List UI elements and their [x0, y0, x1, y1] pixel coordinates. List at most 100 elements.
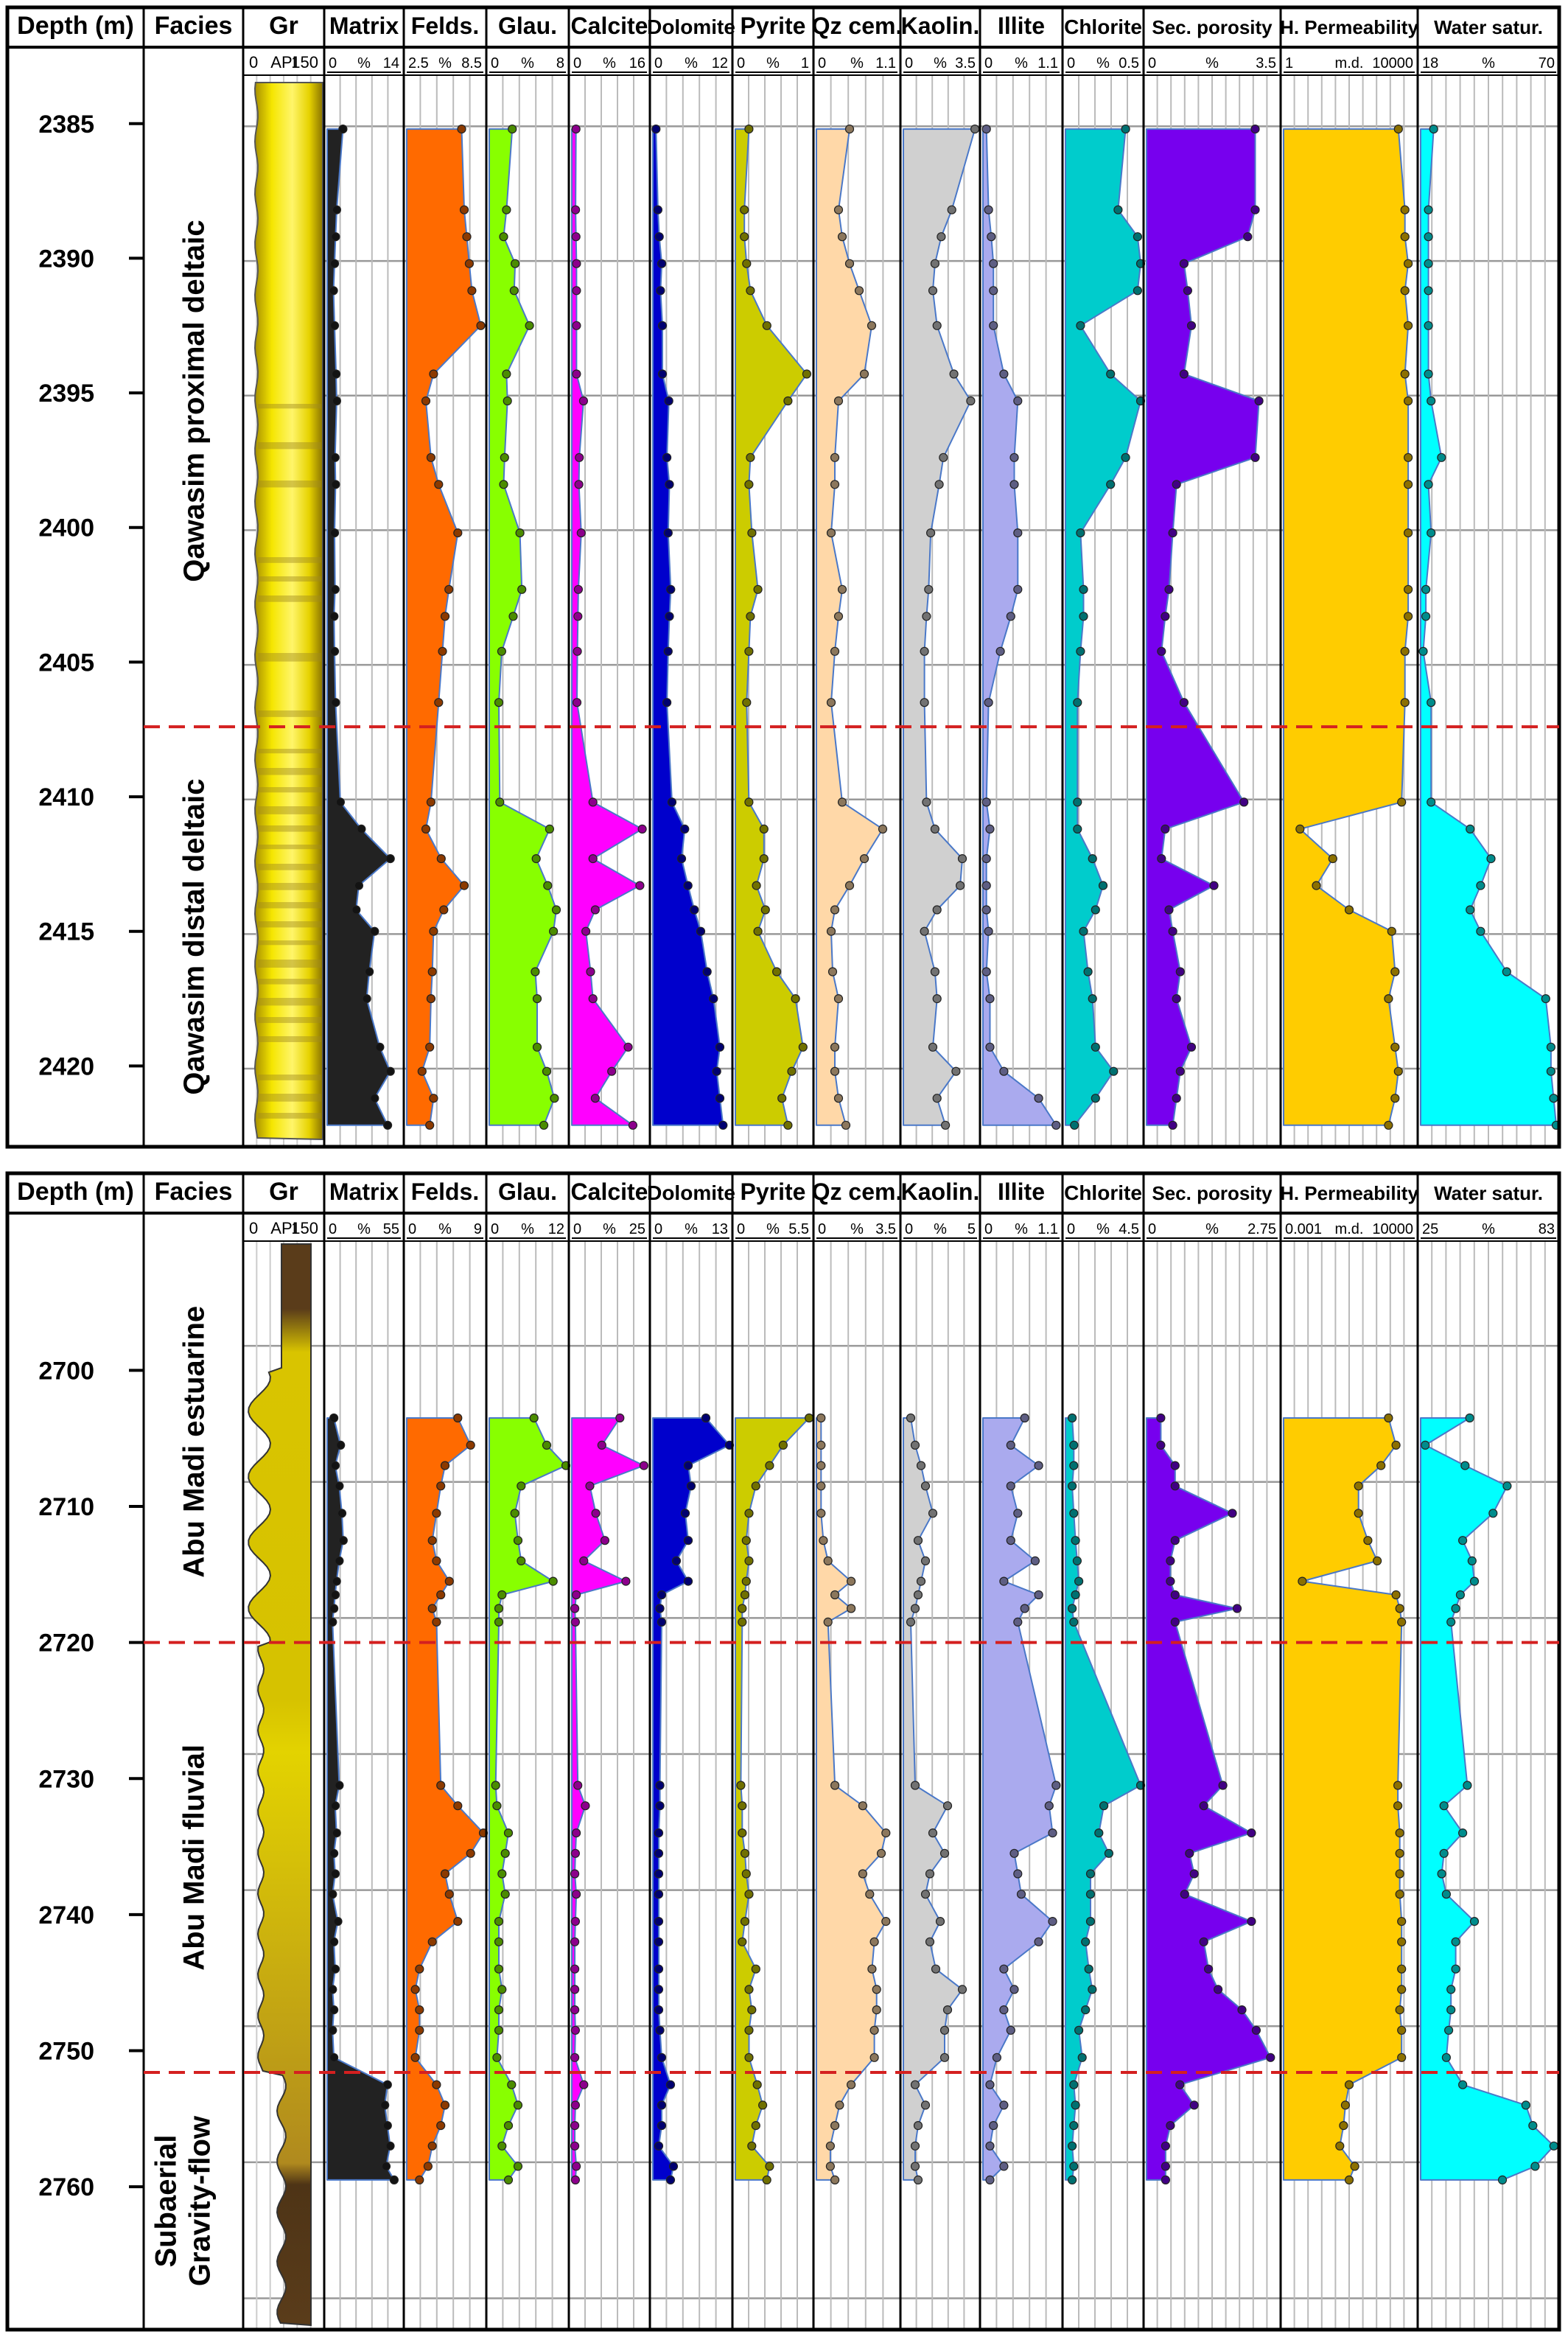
data-point: [1052, 1781, 1060, 1789]
data-point: [411, 1985, 419, 1994]
track-scale-unit: %: [521, 55, 534, 71]
data-point: [817, 1461, 825, 1470]
data-point: [1404, 453, 1413, 461]
data-point: [1385, 1414, 1393, 1422]
gr-track-header: Gr: [269, 1178, 298, 1206]
data-point: [925, 585, 933, 593]
data-point: [332, 699, 340, 707]
data-point: [933, 1094, 941, 1103]
data-point: [1396, 1604, 1404, 1613]
data-point: [1387, 927, 1396, 935]
data-point: [1219, 1781, 1227, 1789]
data-point: [390, 2176, 398, 2184]
data-point: [581, 1802, 589, 1810]
data-point: [428, 1938, 436, 1946]
track-scale-unit: %: [357, 1221, 371, 1237]
data-point: [846, 259, 854, 268]
data-point: [586, 1482, 594, 1490]
data-point: [1077, 647, 1085, 655]
data-point: [990, 287, 998, 295]
data-point: [766, 2162, 774, 2170]
data-point: [1487, 855, 1495, 863]
data-point: [1166, 1557, 1175, 1565]
data-point: [438, 647, 447, 655]
data-point: [1351, 2162, 1359, 2170]
data-point: [817, 1482, 825, 1490]
data-point: [941, 2026, 949, 2034]
data-point: [1133, 287, 1141, 295]
data-point: [1424, 206, 1432, 214]
data-point: [1466, 906, 1474, 914]
data-point: [685, 1577, 693, 1585]
data-point: [1466, 825, 1474, 833]
data-point: [763, 321, 771, 329]
data-point: [331, 1461, 339, 1470]
data-point: [500, 233, 508, 241]
data-point: [923, 612, 931, 621]
data-point: [329, 2026, 337, 2034]
track-header: Felds.: [411, 13, 479, 39]
data-point: [437, 855, 445, 863]
data-point: [573, 1591, 581, 1599]
data-point: [937, 1918, 945, 1926]
data-point: [330, 1938, 338, 1946]
data-point: [454, 1802, 462, 1810]
data-point: [589, 995, 597, 1003]
data-point: [433, 2081, 441, 2089]
data-point: [440, 906, 448, 914]
data-point: [1471, 1918, 1479, 1926]
data-point: [571, 1938, 579, 1946]
data-point: [1079, 585, 1088, 593]
data-point: [441, 1870, 449, 1878]
track-scale-unit: %: [1482, 55, 1495, 71]
data-point: [984, 206, 993, 214]
track-scale-max: 25: [629, 1221, 645, 1237]
data-point: [1329, 855, 1337, 863]
data-point: [1082, 2006, 1090, 2014]
track-scale-unit: %: [1096, 1221, 1110, 1237]
data-point: [1452, 1965, 1460, 1973]
data-point: [1255, 397, 1263, 405]
data-point: [416, 2006, 424, 2014]
data-point: [737, 1781, 745, 1789]
data-point: [745, 1890, 753, 1898]
data-point: [517, 1482, 525, 1490]
track-header: Qz cem.: [812, 13, 903, 39]
data-point: [986, 2081, 994, 2089]
data-point: [463, 233, 471, 241]
data-point: [573, 1829, 581, 1837]
facies-label: Abu Madi estuarine: [178, 1306, 211, 1578]
track-header: Matrix: [329, 1178, 399, 1205]
data-point: [1238, 2006, 1246, 2014]
data-point: [1251, 206, 1259, 214]
data-point: [332, 206, 340, 214]
data-point: [745, 2026, 753, 2034]
data-point: [514, 2162, 522, 2170]
data-point: [986, 995, 994, 1003]
data-point: [1456, 1591, 1464, 1599]
data-point: [1394, 1067, 1402, 1075]
data-point: [665, 481, 673, 489]
data-point: [658, 2122, 666, 2130]
data-point: [1401, 699, 1409, 707]
track-header: Pyrite: [741, 13, 806, 39]
track-scale-unit: %: [521, 1221, 534, 1237]
data-point: [1007, 1482, 1015, 1490]
data-point: [1180, 699, 1188, 707]
data-point: [1205, 1965, 1213, 1973]
data-point: [911, 1441, 920, 1449]
data-point: [944, 2006, 952, 2014]
data-point: [503, 370, 511, 378]
track-scale-unit: m.d.: [1335, 55, 1364, 71]
data-point: [745, 1985, 753, 1994]
track-header: Chlorite: [1064, 15, 1142, 38]
data-point: [1035, 1938, 1043, 1946]
data-point: [982, 906, 990, 914]
data-point: [654, 206, 662, 214]
data-point: [636, 881, 644, 890]
data-point: [540, 1121, 548, 1129]
data-point: [1200, 1938, 1208, 1946]
data-point: [826, 2162, 834, 2170]
data-point: [501, 1890, 509, 1898]
track-scale-min: 0: [905, 55, 913, 71]
